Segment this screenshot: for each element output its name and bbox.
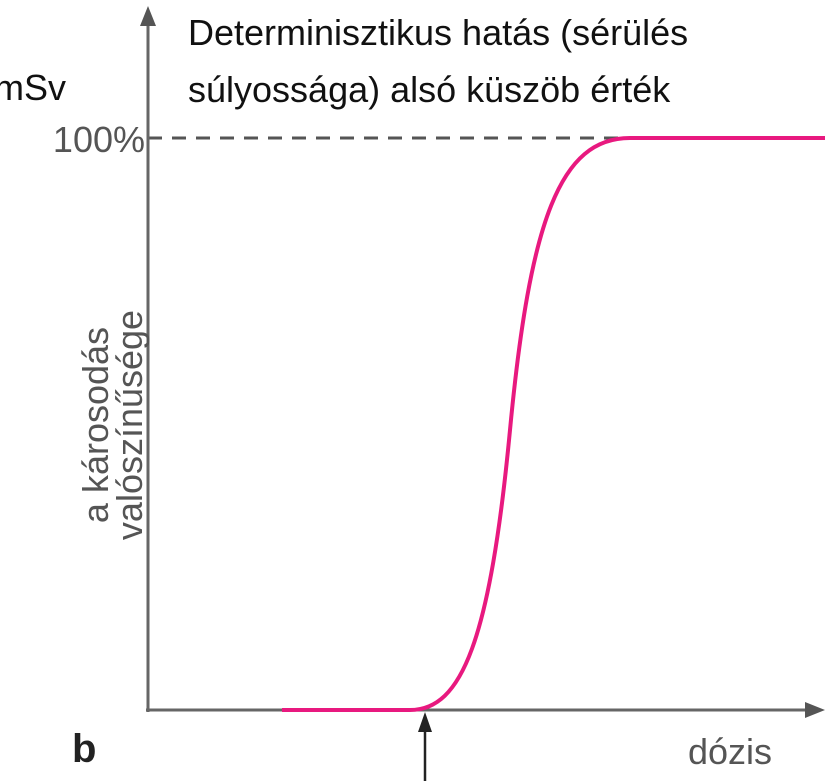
y-label-line: a károsodás: [75, 327, 116, 523]
y-label-line: valószínűsége: [109, 310, 150, 540]
x-axis-arrow: [805, 702, 825, 718]
y-axis-arrow: [140, 6, 156, 26]
panel-label: b: [72, 727, 96, 771]
threshold-arrow-head: [418, 712, 432, 732]
sigmoid-curve: [282, 136, 825, 712]
title-line: súlyossága) alsó küszöb érték: [188, 69, 671, 110]
unit-label: mSv: [0, 67, 66, 108]
title-line: Determinisztikus hatás (sérülés: [188, 12, 688, 53]
x-label: dózis: [688, 731, 772, 772]
y-top-label: 100%: [53, 119, 145, 160]
